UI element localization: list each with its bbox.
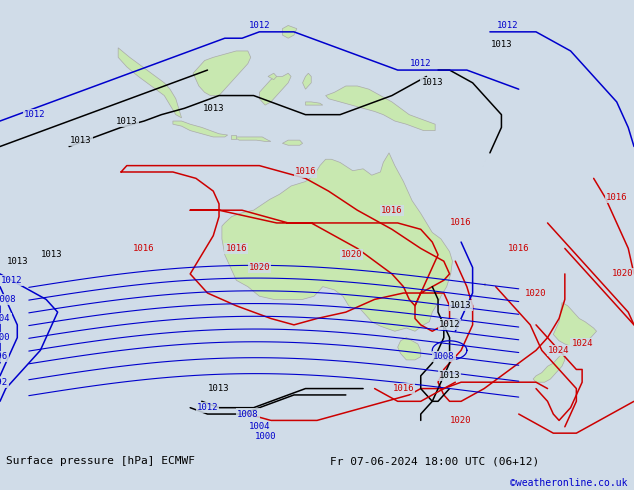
- Text: 1012: 1012: [496, 21, 518, 30]
- Text: 1020: 1020: [450, 416, 472, 425]
- Text: 992: 992: [0, 378, 8, 387]
- Text: 1000: 1000: [254, 432, 276, 441]
- Text: 1020: 1020: [341, 250, 363, 259]
- Polygon shape: [193, 51, 250, 96]
- Text: 1024: 1024: [571, 340, 593, 348]
- Polygon shape: [282, 140, 302, 145]
- Text: 1013: 1013: [491, 40, 512, 49]
- Polygon shape: [533, 347, 567, 382]
- Polygon shape: [302, 73, 311, 89]
- Text: 1008: 1008: [237, 410, 259, 418]
- Text: 1024: 1024: [548, 346, 570, 355]
- Text: 1013: 1013: [41, 250, 63, 259]
- Text: 1016: 1016: [450, 219, 472, 227]
- Text: 1013: 1013: [70, 136, 91, 145]
- Text: 1016: 1016: [381, 206, 403, 215]
- Polygon shape: [173, 121, 228, 137]
- Text: 1020: 1020: [525, 289, 547, 297]
- Text: Fr 07-06-2024 18:00 UTC (06+12): Fr 07-06-2024 18:00 UTC (06+12): [330, 456, 539, 466]
- Polygon shape: [306, 102, 323, 105]
- Polygon shape: [326, 86, 435, 130]
- Text: 1020: 1020: [612, 270, 633, 278]
- Text: 1012: 1012: [410, 59, 432, 68]
- Text: 1000: 1000: [0, 333, 11, 342]
- Text: 1012: 1012: [439, 320, 460, 329]
- Text: 1012: 1012: [24, 110, 46, 119]
- Text: 1004: 1004: [249, 422, 270, 431]
- Polygon shape: [268, 73, 276, 79]
- Text: 1013: 1013: [422, 78, 443, 87]
- Text: 1008: 1008: [433, 352, 455, 361]
- Polygon shape: [259, 73, 291, 105]
- Text: 1016: 1016: [226, 244, 247, 253]
- Text: 1013: 1013: [202, 104, 224, 113]
- Text: 1004: 1004: [0, 314, 11, 323]
- Text: 1012: 1012: [249, 21, 270, 30]
- Text: 1020: 1020: [249, 263, 270, 272]
- Polygon shape: [231, 135, 236, 139]
- Text: 1012: 1012: [1, 276, 22, 285]
- Text: 1016: 1016: [606, 193, 628, 202]
- Text: 1013: 1013: [208, 384, 230, 393]
- Text: 1016: 1016: [392, 384, 414, 393]
- Text: 1013: 1013: [6, 257, 28, 266]
- Polygon shape: [222, 153, 453, 331]
- Polygon shape: [484, 283, 485, 285]
- Text: 996: 996: [0, 352, 8, 361]
- Text: 1008: 1008: [0, 295, 16, 304]
- Text: 1016: 1016: [295, 168, 316, 176]
- Polygon shape: [398, 338, 421, 360]
- Polygon shape: [233, 137, 271, 142]
- Text: 1016: 1016: [508, 244, 529, 253]
- Text: Surface pressure [hPa] ECMWF: Surface pressure [hPa] ECMWF: [6, 456, 195, 466]
- Text: 1013: 1013: [439, 371, 460, 380]
- Text: 1012: 1012: [197, 403, 218, 412]
- Polygon shape: [553, 302, 597, 347]
- Text: 1013: 1013: [116, 117, 138, 125]
- Text: ©weatheronline.co.uk: ©weatheronline.co.uk: [510, 478, 628, 489]
- Polygon shape: [118, 48, 181, 118]
- Polygon shape: [282, 25, 297, 38]
- Text: 1016: 1016: [133, 244, 155, 253]
- Text: 1013: 1013: [450, 301, 472, 310]
